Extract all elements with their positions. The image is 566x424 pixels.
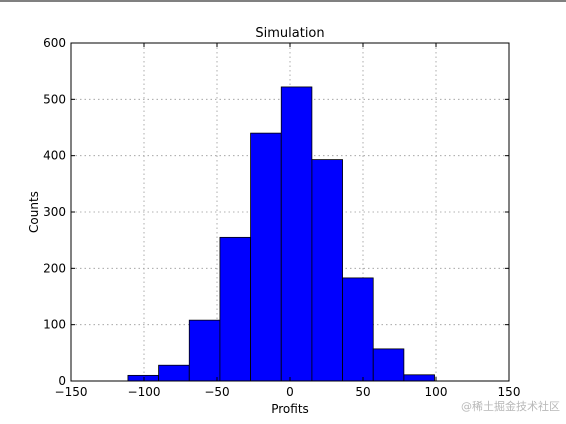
x-tick-label: 0 bbox=[286, 385, 294, 399]
x-tick-label: −150 bbox=[55, 385, 88, 399]
x-tick-label: 150 bbox=[498, 385, 521, 399]
histogram-bar bbox=[311, 159, 343, 382]
x-tick-label: 50 bbox=[355, 385, 370, 399]
y-tick-label: 100 bbox=[43, 318, 66, 332]
x-axis-label: Profits bbox=[271, 402, 309, 416]
watermark-text: @稀土掘金技术社区 bbox=[461, 400, 560, 413]
y-tick-label: 400 bbox=[43, 149, 66, 163]
histogram-bars bbox=[127, 86, 435, 382]
x-tick-label: 100 bbox=[425, 385, 448, 399]
axis-ticks: −150 −100 −50 0 50 100 150 0 100 200 300 400 500 600 bbox=[43, 36, 520, 399]
y-tick-label: 200 bbox=[43, 261, 66, 275]
y-tick-label: 300 bbox=[43, 205, 66, 219]
y-axis-label: Counts bbox=[27, 191, 41, 233]
histogram-bar bbox=[250, 132, 282, 382]
x-tick-label: −100 bbox=[128, 385, 161, 399]
histogram-bar bbox=[342, 277, 374, 382]
histogram-bar bbox=[372, 348, 405, 382]
chart-title: Simulation bbox=[255, 26, 324, 41]
y-tick-label: 500 bbox=[43, 92, 66, 106]
histogram-bar bbox=[403, 374, 435, 382]
histogram-bar bbox=[188, 319, 221, 382]
y-tick-label: 0 bbox=[58, 374, 66, 388]
x-tick-label: −50 bbox=[204, 385, 229, 399]
histogram-bar bbox=[158, 364, 190, 382]
histogram-bar bbox=[219, 236, 251, 382]
histogram-bar bbox=[127, 374, 160, 382]
y-tick-label: 600 bbox=[43, 36, 66, 50]
histogram-bar bbox=[280, 86, 313, 382]
